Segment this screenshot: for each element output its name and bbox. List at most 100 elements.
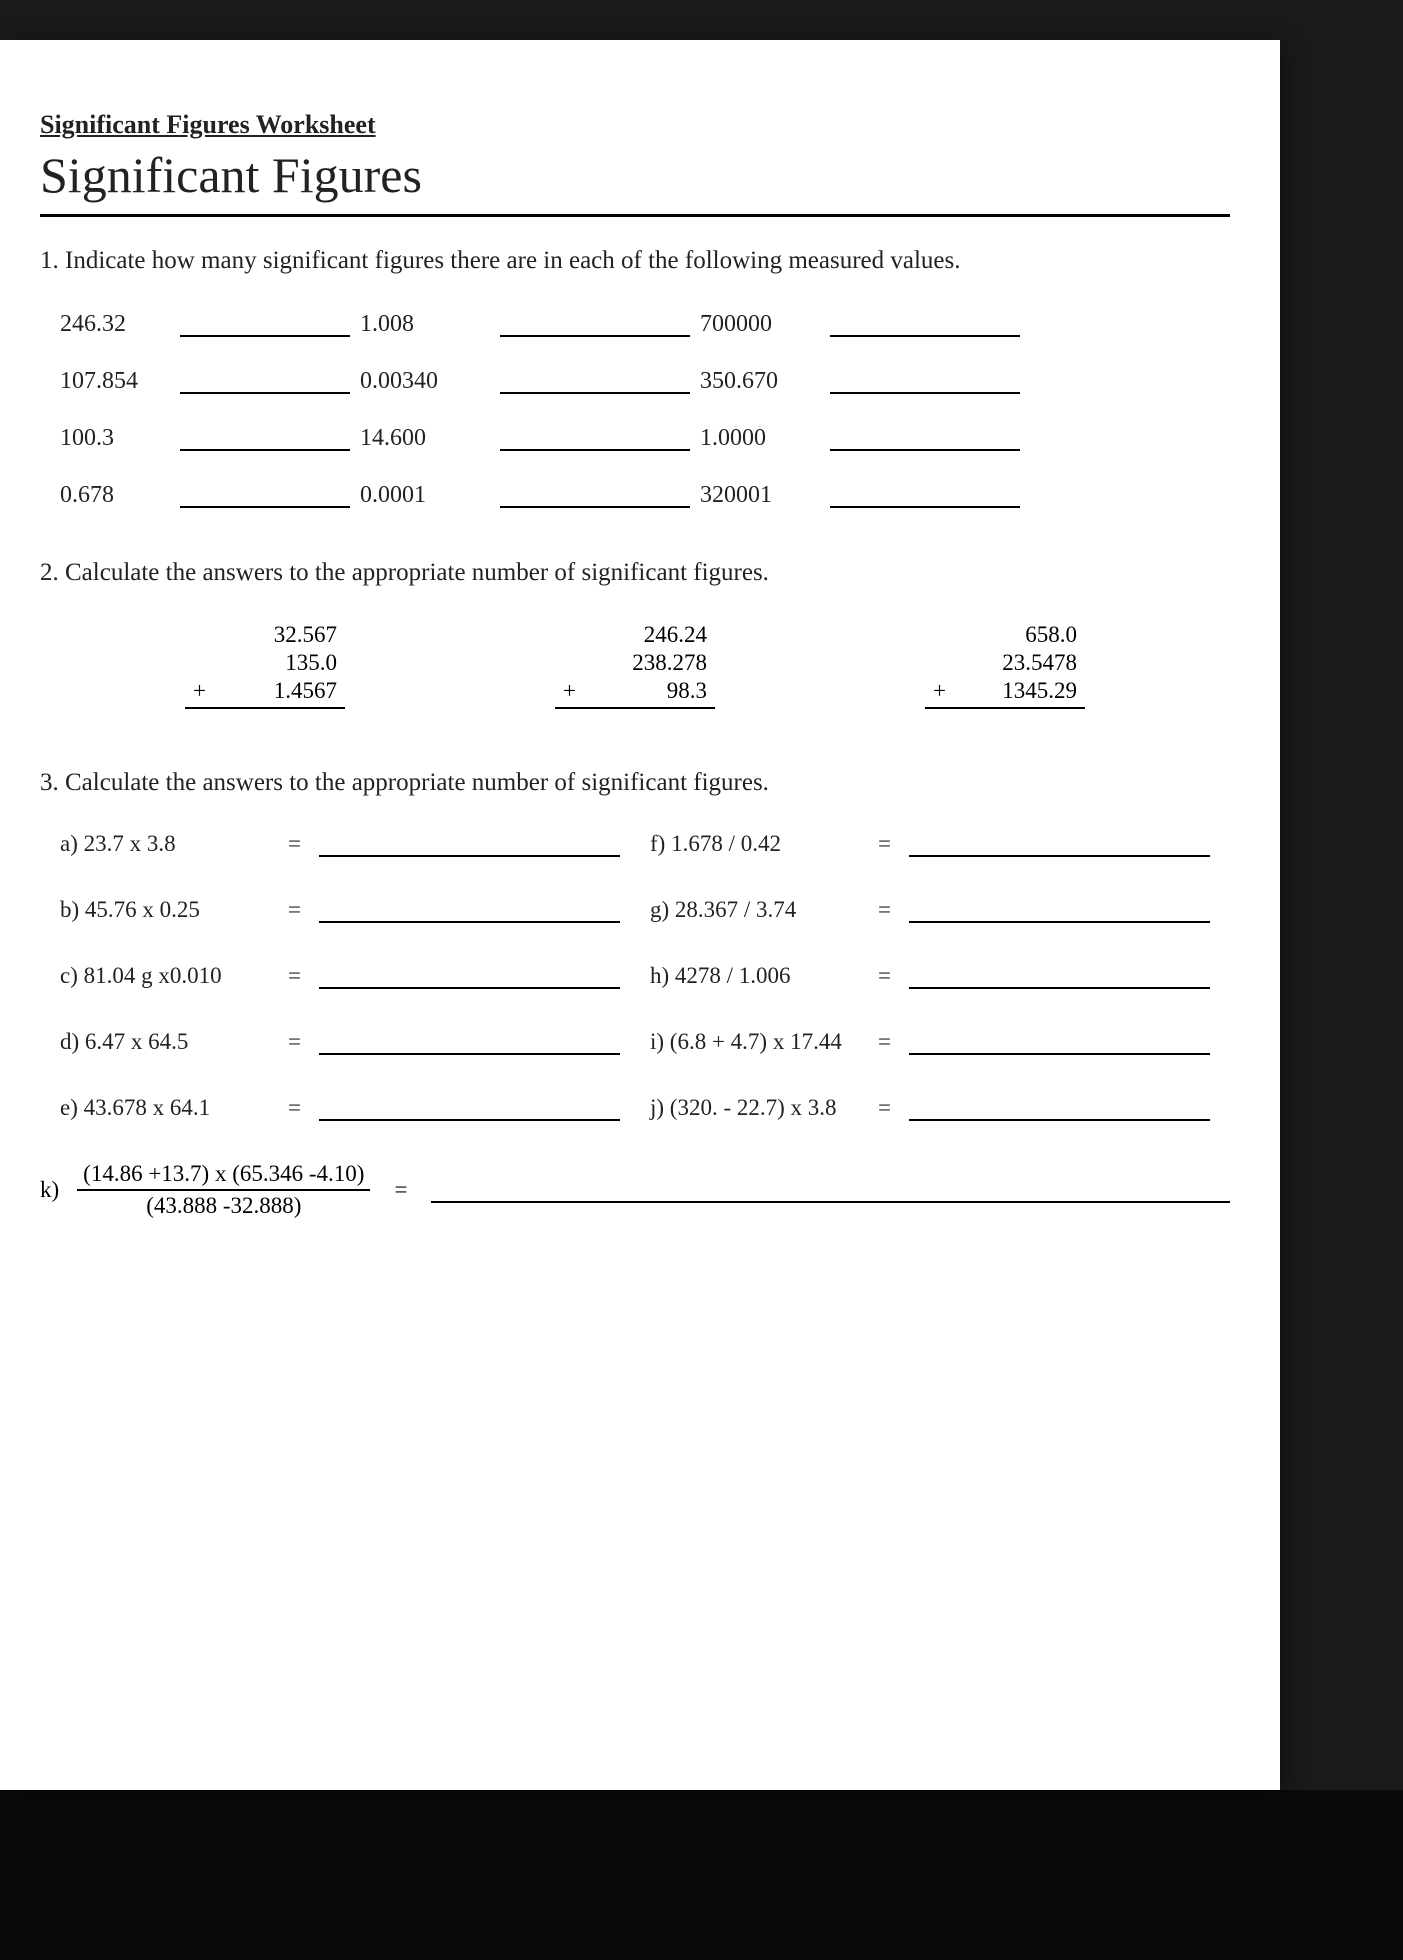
q3k-label: k)	[40, 1177, 59, 1203]
scan-background	[0, 1790, 1403, 1960]
q3-expression: g) 28.367 / 3.74	[650, 897, 860, 923]
equals-sign: =	[878, 1095, 891, 1121]
q1-value: 700000	[700, 309, 820, 338]
equals-sign: =	[288, 897, 301, 923]
answer-blank[interactable]	[830, 423, 1020, 451]
q1-value: 246.32	[60, 309, 170, 338]
equals-sign: =	[288, 1095, 301, 1121]
equals-sign: =	[288, 963, 301, 989]
q3-expression: j) (320. - 22.7) x 3.8	[650, 1095, 860, 1121]
answer-blank[interactable]	[830, 366, 1020, 394]
q1-value: 0.00340	[360, 366, 490, 395]
fraction: (14.86 +13.7) x (65.346 -4.10) (43.888 -…	[77, 1161, 370, 1219]
addend-last: +98.3	[555, 677, 715, 709]
answer-blank[interactable]	[909, 831, 1210, 857]
q3-grid: a) 23.7 x 3.8 = f) 1.678 / 0.42 = b) 45.76…	[60, 831, 1210, 1121]
answer-blank[interactable]	[431, 1177, 1230, 1203]
answer-blank[interactable]	[500, 309, 690, 337]
worksheet-page: Significant Figures Worksheet Significan…	[0, 40, 1280, 1790]
question-2: 2. Calculate the answers to the appropri…	[40, 559, 1230, 587]
addition-block: 32.567 135.0 +1.4567	[185, 621, 345, 709]
equals-sign: =	[394, 1177, 407, 1203]
answer-blank[interactable]	[180, 366, 350, 394]
q3-expression: f) 1.678 / 0.42	[650, 831, 860, 857]
q1-value: 0.0001	[360, 480, 490, 509]
q3-item: c) 81.04 g x0.010 =	[60, 963, 620, 989]
addend: 23.5478	[925, 649, 1085, 677]
q3-item: j) (320. - 22.7) x 3.8 =	[650, 1095, 1210, 1121]
addend-value: 1.4567	[274, 678, 337, 703]
addend-last: +1.4567	[185, 677, 345, 709]
plus-sign: +	[563, 678, 576, 704]
addend: 658.0	[925, 621, 1085, 649]
q3-expression: a) 23.7 x 3.8	[60, 831, 270, 857]
page-title: Significant Figures	[40, 146, 1230, 204]
q3-item-k: k) (14.86 +13.7) x (65.346 -4.10) (43.88…	[40, 1161, 1230, 1219]
q1-value: 0.678	[60, 480, 170, 509]
answer-blank[interactable]	[180, 480, 350, 508]
fraction-numerator: (14.86 +13.7) x (65.346 -4.10)	[77, 1161, 370, 1191]
plus-sign: +	[193, 678, 206, 704]
addend: 135.0	[185, 649, 345, 677]
answer-blank[interactable]	[830, 480, 1020, 508]
question-3: 3. Calculate the answers to the appropri…	[40, 769, 1230, 797]
addend: 32.567	[185, 621, 345, 649]
q3-item: i) (6.8 + 4.7) x 17.44 =	[650, 1029, 1210, 1055]
addend-value: 1345.29	[1002, 678, 1077, 703]
plus-sign: +	[933, 678, 946, 704]
equals-sign: =	[288, 1029, 301, 1055]
equals-sign: =	[878, 963, 891, 989]
q2-additions: 32.567 135.0 +1.4567 246.24 238.278 +98.…	[80, 621, 1190, 709]
answer-blank[interactable]	[319, 963, 620, 989]
title-rule	[40, 214, 1230, 217]
addition-block: 658.0 23.5478 +1345.29	[925, 621, 1085, 709]
answer-blank[interactable]	[319, 1095, 620, 1121]
equals-sign: =	[878, 831, 891, 857]
equals-sign: =	[878, 1029, 891, 1055]
q3-item: g) 28.367 / 3.74 =	[650, 897, 1210, 923]
q1-grid: 246.32 1.008 700000 107.854 0.00340 350.…	[60, 309, 1230, 509]
q1-value: 1.008	[360, 309, 490, 338]
q1-value: 350.670	[700, 366, 820, 395]
q3-item: b) 45.76 x 0.25 =	[60, 897, 620, 923]
q3-expression: i) (6.8 + 4.7) x 17.44	[650, 1029, 860, 1055]
q3-expression: b) 45.76 x 0.25	[60, 897, 270, 923]
q1-value: 1.0000	[700, 423, 820, 452]
q3-expression: c) 81.04 g x0.010	[60, 963, 270, 989]
q3-item: a) 23.7 x 3.8 =	[60, 831, 620, 857]
question-1: 1. Indicate how many significant figures…	[40, 247, 1230, 275]
q3-expression: e) 43.678 x 64.1	[60, 1095, 270, 1121]
q3-expression: h) 4278 / 1.006	[650, 963, 860, 989]
addition-block: 246.24 238.278 +98.3	[555, 621, 715, 709]
q3-item: e) 43.678 x 64.1 =	[60, 1095, 620, 1121]
fraction-denominator: (43.888 -32.888)	[77, 1191, 370, 1219]
q3-item: d) 6.47 x 64.5 =	[60, 1029, 620, 1055]
addend: 246.24	[555, 621, 715, 649]
answer-blank[interactable]	[909, 1029, 1210, 1055]
answer-blank[interactable]	[909, 1095, 1210, 1121]
header-label: Significant Figures Worksheet	[40, 110, 1230, 140]
q3-expression: d) 6.47 x 64.5	[60, 1029, 270, 1055]
answer-blank[interactable]	[319, 897, 620, 923]
answer-blank[interactable]	[180, 423, 350, 451]
answer-blank[interactable]	[830, 309, 1020, 337]
q3-item: f) 1.678 / 0.42 =	[650, 831, 1210, 857]
answer-blank[interactable]	[319, 1029, 620, 1055]
equals-sign: =	[878, 897, 891, 923]
q3-item: h) 4278 / 1.006 =	[650, 963, 1210, 989]
answer-blank[interactable]	[909, 963, 1210, 989]
q1-value: 14.600	[360, 423, 490, 452]
answer-blank[interactable]	[909, 897, 1210, 923]
answer-blank[interactable]	[500, 423, 690, 451]
answer-blank[interactable]	[500, 366, 690, 394]
answer-blank[interactable]	[180, 309, 350, 337]
answer-blank[interactable]	[500, 480, 690, 508]
q1-value: 100.3	[60, 423, 170, 452]
addend-last: +1345.29	[925, 677, 1085, 709]
equals-sign: =	[288, 831, 301, 857]
addend-value: 98.3	[667, 678, 707, 703]
q1-value: 107.854	[60, 366, 170, 395]
answer-blank[interactable]	[319, 831, 620, 857]
addend: 238.278	[555, 649, 715, 677]
q1-value: 320001	[700, 480, 820, 509]
